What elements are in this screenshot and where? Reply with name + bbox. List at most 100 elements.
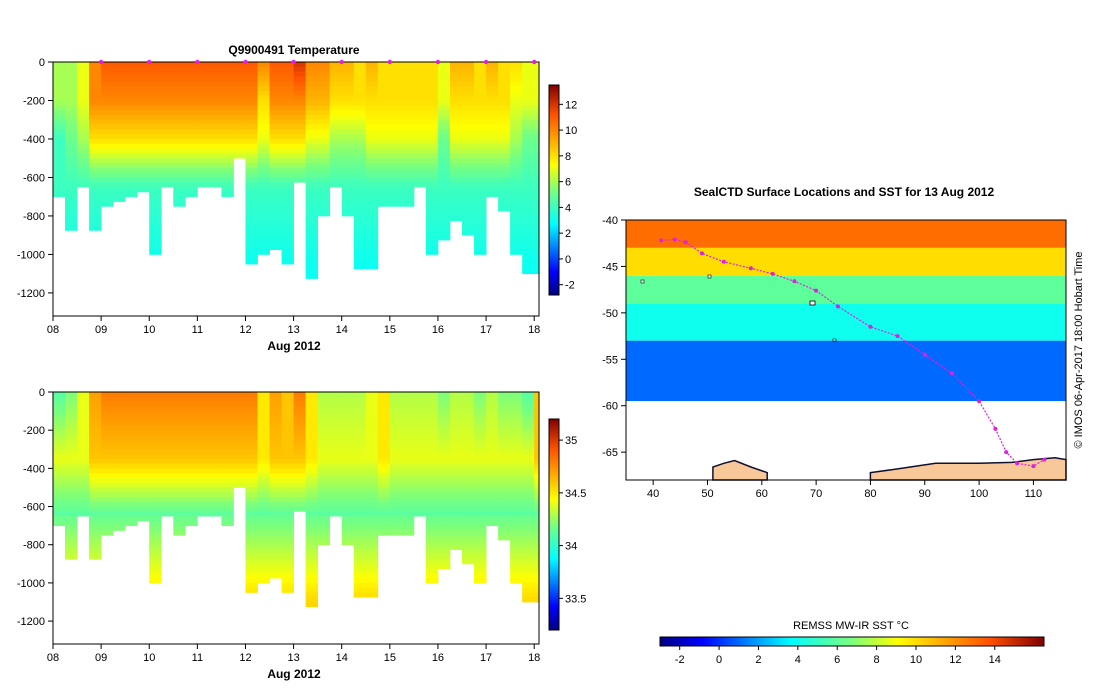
- y-tick-label: -800: [23, 540, 45, 552]
- heatmap-cell: [113, 396, 126, 402]
- heatmap-cell: [389, 177, 403, 183]
- heatmap-cell: [65, 482, 78, 488]
- heatmap-cell: [185, 163, 198, 169]
- heatmap-cell: [233, 468, 246, 474]
- heatmap-cell: [329, 511, 343, 517]
- heatmap-cell: [317, 172, 331, 178]
- heatmap-cell: [305, 163, 319, 169]
- heatmap-cell: [486, 71, 499, 77]
- heatmap-cell: [365, 473, 379, 479]
- heatmap-cell: [462, 66, 475, 73]
- heatmap-cell: [462, 143, 475, 149]
- heatmap-cell: [365, 544, 379, 550]
- heatmap-cell: [498, 148, 511, 154]
- heatmap-cell: [353, 468, 367, 474]
- heatmap-cell: [293, 411, 307, 417]
- heatmap-cell: [77, 482, 90, 488]
- heatmap-cell: [137, 454, 150, 460]
- heatmap-cell: [474, 81, 487, 87]
- heatmap-cell: [245, 492, 258, 498]
- heatmap-cell: [486, 66, 499, 73]
- heatmap-cell: [353, 415, 367, 422]
- heatmap-cell: [257, 559, 270, 565]
- heatmap-cell: [245, 167, 258, 174]
- heatmap-cell: [53, 124, 66, 130]
- heatmap-cell: [413, 71, 427, 77]
- heatmap-cell: [305, 138, 319, 145]
- heatmap-cell: [101, 396, 114, 402]
- heatmap-cell: [113, 114, 126, 121]
- heatmap-cell: [522, 473, 535, 479]
- heatmap-cell: [377, 497, 391, 503]
- temperature-y-ticks: 0-200-400-600-800-1000-1200: [17, 57, 53, 300]
- x-tick-label: 14: [336, 652, 348, 664]
- heatmap-cell: [173, 62, 186, 68]
- heatmap-cell: [498, 163, 511, 169]
- heatmap-cell: [365, 211, 379, 217]
- heatmap-cell: [305, 578, 319, 584]
- heatmap-cell: [413, 163, 427, 169]
- heatmap-cell: [317, 511, 331, 517]
- heatmap-cell: [137, 430, 150, 436]
- heatmap-cell: [498, 158, 511, 164]
- heatmap-cell: [101, 468, 114, 474]
- heatmap-cell: [462, 487, 475, 493]
- heatmap-cell: [53, 516, 66, 522]
- heatmap-cell: [173, 516, 186, 522]
- heatmap-cell: [293, 501, 307, 507]
- heatmap-cell: [329, 177, 343, 183]
- heatmap-cell: [89, 220, 102, 226]
- heatmap-cell: [77, 487, 90, 493]
- heatmap-cell: [317, 415, 331, 422]
- heatmap-cell: [113, 129, 126, 135]
- heatmap-cell: [401, 482, 415, 488]
- heatmap-cell: [401, 129, 415, 135]
- heatmap-cell: [377, 458, 391, 464]
- heatmap-cell: [89, 458, 102, 464]
- heatmap-cell: [89, 415, 102, 422]
- heatmap-cell: [353, 153, 367, 159]
- heatmap-cell: [401, 81, 415, 87]
- surface-marker: [147, 59, 152, 65]
- heatmap-cell: [293, 401, 307, 407]
- heatmap-cell: [389, 105, 403, 111]
- heatmap-cell: [437, 158, 451, 164]
- heatmap-cell: [209, 463, 222, 469]
- heatmap-cell: [101, 119, 114, 125]
- heatmap-cell: [245, 177, 258, 183]
- heatmap-cell: [389, 396, 403, 402]
- heatmap-cell: [185, 105, 198, 111]
- heatmap-cell: [77, 411, 90, 417]
- heatmap-cell: [377, 449, 391, 455]
- heatmap-cell: [522, 254, 535, 260]
- heatmap-cell: [113, 506, 126, 512]
- heatmap-cell: [89, 167, 102, 174]
- heatmap-cell: [449, 463, 463, 469]
- heatmap-cell: [353, 525, 367, 531]
- heatmap-cell: [53, 401, 66, 407]
- heatmap-cell: [389, 463, 403, 469]
- heatmap-cell: [498, 134, 511, 140]
- colorbar-tick-label: 2: [565, 228, 571, 240]
- heatmap-cell: [437, 396, 451, 402]
- heatmap-cell: [317, 487, 331, 493]
- heatmap-cell: [486, 473, 499, 479]
- heatmap-cell: [498, 430, 511, 436]
- heatmap-cell: [341, 182, 355, 188]
- heatmap-cell: [425, 239, 439, 246]
- land-mass: [869, 456, 1067, 481]
- heatmap-cell: [389, 482, 403, 488]
- heatmap-cell: [498, 182, 511, 188]
- heatmap-cell: [305, 95, 319, 101]
- heatmap-cell: [401, 95, 415, 101]
- heatmap-cell: [425, 177, 439, 183]
- heatmap-cell: [365, 215, 379, 222]
- heatmap-cell: [53, 487, 66, 493]
- heatmap-cell: [257, 153, 270, 159]
- heatmap-cell: [510, 434, 523, 441]
- heatmap-cell: [425, 235, 439, 241]
- heatmap-cell: [197, 396, 210, 402]
- heatmap-cell: [89, 487, 102, 493]
- heatmap-cell: [305, 148, 319, 154]
- heatmap-cell: [269, 463, 282, 469]
